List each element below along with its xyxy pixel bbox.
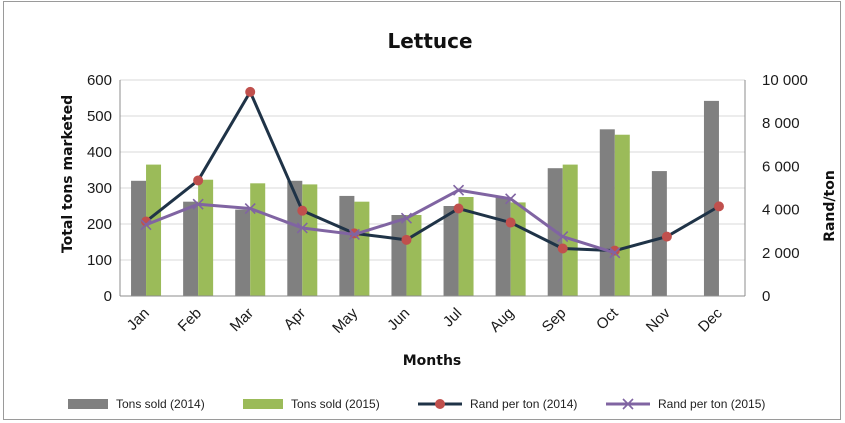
x-tick-labels: Jan Feb Mar Apr May Jun Jul Aug Sep Oct Nov Dec xyxy=(124,304,726,337)
bar xyxy=(443,206,459,296)
y-tick-label: 100 xyxy=(87,252,112,269)
y-tick-label: 300 xyxy=(87,180,112,197)
data-point xyxy=(557,243,568,254)
data-point xyxy=(505,217,516,228)
y-tick-label: 0 xyxy=(104,288,112,305)
bar xyxy=(614,134,630,296)
y-tick-label: 200 xyxy=(87,216,112,233)
bar xyxy=(703,100,719,296)
bar xyxy=(302,184,318,296)
data-point xyxy=(140,219,152,231)
data-point xyxy=(348,228,360,241)
legend-label: Tons sold (2015) xyxy=(291,397,380,411)
data-point xyxy=(505,193,517,205)
data-point xyxy=(452,184,465,196)
data-point xyxy=(244,202,256,215)
legend: Tons sold (2014) Tons sold (2015) Rand per… xyxy=(68,397,765,411)
bar xyxy=(183,201,199,296)
y2-tick-label: 4 000 xyxy=(762,202,800,219)
y-tick-labels: 0 100 200 300 400 500 600 xyxy=(87,72,112,305)
legend-marker xyxy=(435,399,445,409)
x-tick-label: Dec xyxy=(695,304,726,335)
y2-tick-labels: 0 2 000 4 000 6 000 8 000 10 000 xyxy=(762,72,808,305)
data-point xyxy=(557,231,569,243)
data-point xyxy=(245,86,256,97)
y2-tick-label: 8 000 xyxy=(762,115,800,132)
legend-label: Rand per ton (2014) xyxy=(470,397,577,411)
bar xyxy=(146,164,162,296)
bar xyxy=(458,197,474,296)
gridlines xyxy=(120,79,745,261)
chart-title: Lettuce xyxy=(387,29,472,53)
bar xyxy=(599,129,615,296)
data-point xyxy=(609,247,621,259)
series-lines xyxy=(140,86,724,259)
x-axis-title: Months xyxy=(403,353,462,369)
legend-swatch xyxy=(68,399,108,409)
x-tick-label: Apr xyxy=(281,305,310,334)
y-tick-label: 400 xyxy=(87,144,112,161)
legend-item: Tons sold (2015) xyxy=(243,397,380,411)
y2-tick-label: 2 000 xyxy=(762,245,800,262)
bar xyxy=(339,195,355,296)
legend-item: Rand per ton (2015) xyxy=(606,397,765,411)
data-point xyxy=(400,212,413,224)
y2-tick-label: 6 000 xyxy=(762,158,800,175)
x-tick-label: Nov xyxy=(643,304,674,335)
series-line xyxy=(145,188,616,255)
bar xyxy=(562,164,578,296)
legend-label: Rand per ton (2015) xyxy=(658,397,765,411)
x-tick-label: Mar xyxy=(227,305,257,335)
bar xyxy=(354,201,370,296)
data-point xyxy=(661,231,672,242)
y-tick-label: 500 xyxy=(87,108,112,125)
x-tick-label: Jul xyxy=(440,305,466,331)
legend-label: Tons sold (2014) xyxy=(116,397,205,411)
legend-item: Rand per ton (2014) xyxy=(418,397,577,411)
y-tick-label: 600 xyxy=(87,72,112,89)
bar xyxy=(250,183,266,296)
data-point xyxy=(296,222,308,234)
y2-tick-label: 0 xyxy=(762,288,770,305)
y2-axis-title: Rand/ton xyxy=(822,170,838,242)
bar xyxy=(198,179,214,296)
bar xyxy=(287,180,303,296)
legend-marker xyxy=(622,398,634,410)
x-tick-label: Jun xyxy=(384,305,413,334)
series-line xyxy=(145,90,720,253)
bar xyxy=(235,209,251,296)
data-point xyxy=(297,205,308,216)
bar xyxy=(510,202,526,296)
legend-swatch xyxy=(243,399,283,409)
y-axis-title: Total tons marketed xyxy=(60,95,76,253)
bar xyxy=(131,180,147,296)
x-tick-label: Jan xyxy=(124,305,153,334)
bar xyxy=(391,215,407,296)
data-point xyxy=(453,203,464,214)
bar xyxy=(406,215,422,296)
x-tick-label: Oct xyxy=(593,304,622,333)
y2-tick-label: 10 000 xyxy=(762,72,808,89)
bar xyxy=(495,197,511,296)
data-point xyxy=(193,175,204,186)
legend-item: Tons sold (2014) xyxy=(68,397,205,411)
data-point xyxy=(401,234,412,245)
bar xyxy=(651,171,667,296)
x-tick-label: Sep xyxy=(539,305,570,336)
bars xyxy=(131,100,719,296)
x-tick-label: Aug xyxy=(487,305,518,336)
data-point xyxy=(713,201,724,212)
x-tick-label: May xyxy=(329,304,361,336)
x-tick-label: Feb xyxy=(175,305,205,335)
data-point xyxy=(192,198,204,210)
axes xyxy=(119,80,746,297)
